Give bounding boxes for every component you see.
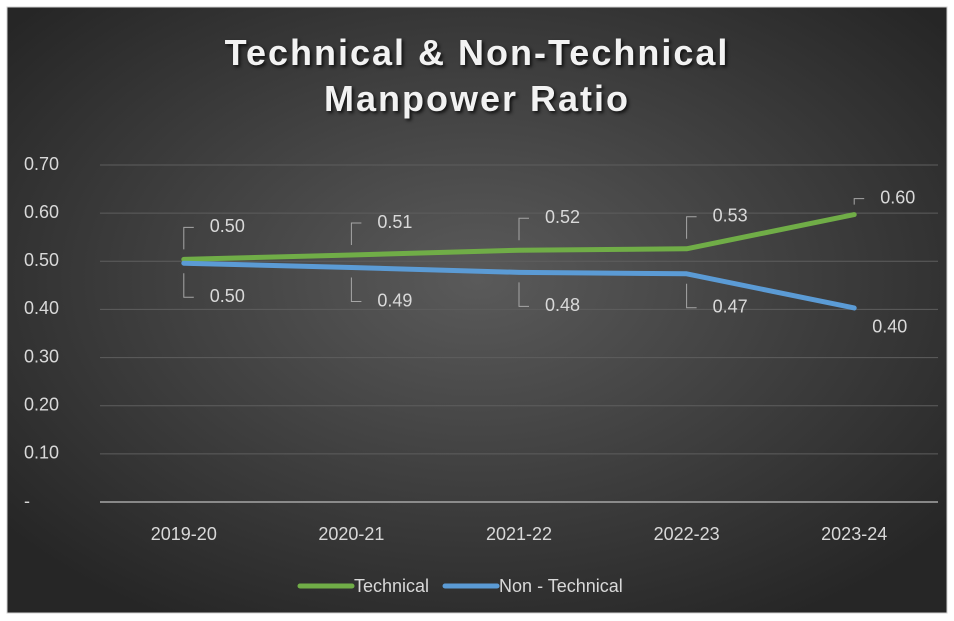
leader-line xyxy=(518,217,529,241)
series-line xyxy=(181,260,857,311)
x-tick-label: 2021-22 xyxy=(486,524,552,544)
leader-line xyxy=(350,277,362,303)
series-line xyxy=(181,212,857,262)
leader-line xyxy=(183,226,194,250)
legend-label: Technical xyxy=(354,576,429,596)
legend-label: Non - Technical xyxy=(499,576,623,596)
data-label: 0.50 xyxy=(210,286,245,306)
y-tick-label: 0.60 xyxy=(24,202,59,222)
y-tick-label: 0.10 xyxy=(24,443,59,463)
data-label: 0.40 xyxy=(872,317,907,337)
chart-background xyxy=(6,6,948,614)
y-tick-label: 0.50 xyxy=(24,250,59,270)
x-tick-label: 2023-24 xyxy=(821,524,887,544)
data-label: 0.48 xyxy=(545,295,580,315)
leader-line xyxy=(686,216,697,239)
y-tick-label: 0.40 xyxy=(24,298,59,318)
y-tick-label: - xyxy=(24,491,30,511)
y-tick-label: 0.20 xyxy=(24,394,59,414)
data-label: 0.50 xyxy=(210,216,245,236)
x-tick-label: 2022-23 xyxy=(654,524,720,544)
data-label: 0.49 xyxy=(377,290,412,310)
x-tick-label: 2020-21 xyxy=(318,524,384,544)
chart-title: Technical & Non-Technical Manpower Ratio xyxy=(224,32,730,119)
data-label: 0.53 xyxy=(713,206,748,226)
data-label: 0.52 xyxy=(545,207,580,227)
y-tick-label: 0.70 xyxy=(24,154,59,174)
data-label: 0.60 xyxy=(880,187,915,207)
leader-line xyxy=(853,198,865,205)
x-tick-label: 2019-20 xyxy=(151,524,217,544)
data-label: 0.47 xyxy=(713,297,748,317)
leader-line xyxy=(183,273,194,298)
y-tick-label: 0.30 xyxy=(24,346,59,366)
leader-line xyxy=(350,222,362,246)
leader-line xyxy=(686,283,697,309)
leader-line xyxy=(518,282,529,307)
data-label: 0.51 xyxy=(377,212,412,232)
